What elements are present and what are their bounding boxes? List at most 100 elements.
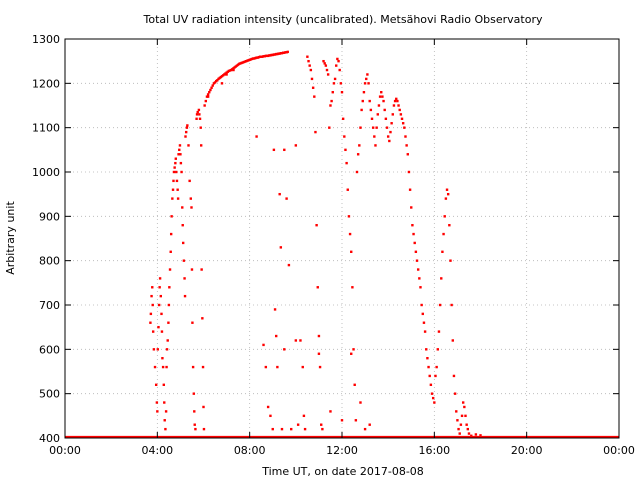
data-point [209,88,212,92]
data-point [441,250,444,253]
data-point [287,263,291,267]
data-point [294,339,298,342]
data-point [192,392,196,395]
data-point [184,135,187,138]
data-point [427,365,430,369]
data-point [443,215,446,218]
data-point [382,99,385,103]
data-point [309,68,313,72]
x-tick-label: 00:00 [49,444,81,457]
data-point [401,122,405,125]
data-point [208,91,211,94]
data-point [415,259,419,262]
data-point [198,117,202,120]
data-point [369,108,373,112]
data-point [314,130,317,134]
data-point [393,99,397,103]
data-point [413,241,416,245]
data-point [386,135,390,138]
data-point [459,423,463,426]
data-point [464,414,467,418]
data-point [322,59,325,63]
data-point [412,232,415,236]
data-point [422,321,426,324]
data-point [329,410,332,413]
data-point [165,348,169,351]
data-point [399,113,403,116]
data-point [203,104,206,107]
data-point [344,148,347,152]
data-point [404,135,407,138]
data-point [329,104,332,107]
data-point [436,348,439,351]
data-point [172,179,175,183]
data-point [167,321,170,324]
data-point [455,410,458,413]
data-point [189,197,192,200]
data-point [350,250,353,253]
data-point [185,126,189,129]
data-point [440,277,443,280]
data-point [201,317,204,320]
data-point [389,130,392,134]
data-point [330,99,333,103]
data-point [353,383,356,386]
data-point [418,277,421,280]
data-point [317,352,321,355]
data-point [352,348,355,351]
data-point [170,215,173,218]
data-point [316,286,319,289]
data-point [463,405,466,409]
data-point [311,86,315,89]
data-point [196,110,199,114]
data-point [328,126,331,129]
data-point [390,122,393,125]
y-axis-label: Arbitrary unit [4,201,17,275]
data-point [326,73,330,76]
data-point [152,348,156,351]
data-point [156,410,159,413]
data-point [474,433,478,436]
data-point [184,130,188,134]
data-point [351,286,354,289]
data-point [173,166,176,169]
data-point [452,374,456,378]
data-point [340,419,344,422]
data-point [296,423,300,426]
data-point [156,348,159,351]
data-point [435,365,438,369]
data-point [198,113,201,116]
x-tick-label: 00:00 [603,444,635,457]
data-point [161,357,164,360]
data-points [65,50,619,439]
data-point [176,197,180,200]
data-point [371,126,375,129]
data-point [279,246,283,249]
data-point [340,91,344,94]
data-point [204,99,208,103]
data-point [343,135,346,138]
data-point [194,427,197,431]
data-point [272,148,276,152]
data-point [376,113,379,116]
y-tick-label: 1300 [32,33,60,46]
data-point [405,144,408,147]
x-tick-label: 16:00 [418,444,450,457]
data-point [151,330,155,333]
data-point [191,321,194,324]
data-point [397,104,400,107]
data-point [154,383,158,386]
data-point [202,405,205,409]
data-point [303,427,307,431]
data-point [318,365,322,369]
data-point [362,91,366,94]
data-point [345,161,348,165]
data-point [416,268,420,271]
data-point [434,374,437,378]
data-point [175,179,179,183]
data-point [458,432,461,435]
data-point [157,303,161,307]
data-point [355,170,359,174]
data-point [157,325,160,329]
